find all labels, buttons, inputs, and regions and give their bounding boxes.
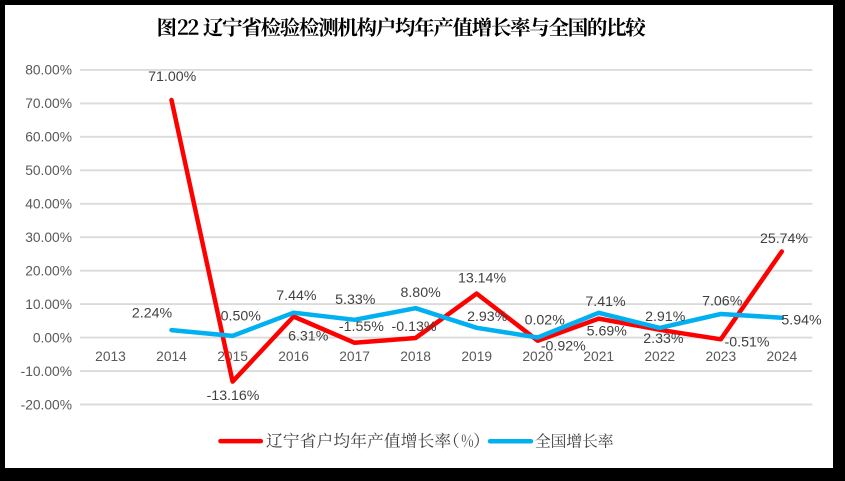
svg-text:2020: 2020 (522, 349, 553, 364)
svg-text:-13.16%: -13.16% (207, 388, 260, 404)
svg-text:7.44%: 7.44% (276, 288, 317, 304)
svg-text:0.02%: 0.02% (525, 313, 566, 329)
svg-text:50.00%: 50.00% (25, 163, 72, 178)
svg-text:2015: 2015 (217, 349, 248, 364)
svg-text:-10.00%: -10.00% (21, 364, 72, 379)
svg-text:2024: 2024 (766, 349, 797, 364)
svg-text:2.24%: 2.24% (132, 305, 173, 321)
svg-text:2016: 2016 (278, 349, 309, 364)
svg-text:30.00%: 30.00% (25, 230, 72, 245)
svg-text:5.33%: 5.33% (335, 292, 376, 308)
svg-text:20.00%: 20.00% (25, 264, 72, 279)
svg-text:7.41%: 7.41% (585, 294, 626, 310)
svg-text:-0.92%: -0.92% (541, 339, 586, 355)
svg-text:2013: 2013 (95, 349, 126, 364)
svg-text:0.00%: 0.00% (33, 330, 72, 345)
svg-text:2023: 2023 (705, 349, 736, 364)
svg-text:2.33%: 2.33% (643, 331, 684, 347)
svg-text:2.93%: 2.93% (467, 309, 508, 325)
svg-text:6.31%: 6.31% (288, 329, 329, 345)
svg-text:60.00%: 60.00% (25, 130, 72, 145)
svg-text:2.91%: 2.91% (645, 309, 686, 325)
svg-text:-0.51%: -0.51% (725, 334, 770, 350)
svg-text:2018: 2018 (400, 349, 431, 364)
svg-text:13.14%: 13.14% (458, 270, 507, 286)
svg-text:5.94%: 5.94% (781, 312, 822, 328)
svg-text:25.74%: 25.74% (760, 231, 809, 247)
svg-text:-20.00%: -20.00% (21, 397, 72, 412)
svg-text:2022: 2022 (644, 349, 675, 364)
svg-text:40.00%: 40.00% (25, 197, 72, 212)
svg-text:2014: 2014 (156, 349, 187, 364)
svg-text:5.69%: 5.69% (587, 324, 628, 340)
svg-text:2019: 2019 (461, 349, 492, 364)
svg-text:2021: 2021 (583, 349, 614, 364)
svg-text:7.06%: 7.06% (702, 294, 743, 310)
svg-text:0.50%: 0.50% (221, 309, 262, 325)
svg-text:-1.55%: -1.55% (339, 319, 384, 335)
svg-text:10.00%: 10.00% (25, 297, 72, 312)
svg-text:80.00%: 80.00% (25, 63, 72, 78)
svg-text:8.80%: 8.80% (400, 285, 441, 301)
svg-text:70.00%: 70.00% (25, 96, 72, 111)
svg-text:71.00%: 71.00% (148, 69, 197, 85)
svg-text:-0.13%: -0.13% (392, 319, 437, 335)
svg-text:2017: 2017 (339, 349, 370, 364)
